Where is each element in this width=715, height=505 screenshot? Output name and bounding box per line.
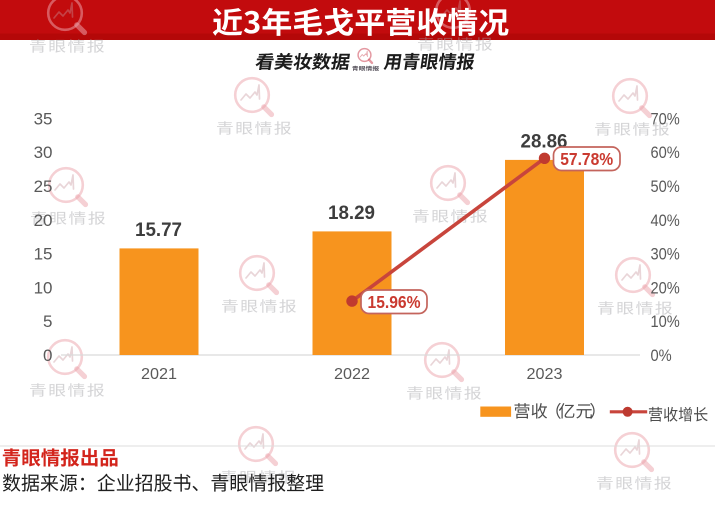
svg-text:70%: 70% [651, 109, 680, 128]
svg-text:10%: 10% [651, 312, 680, 331]
svg-text:18.29: 18.29 [328, 202, 375, 224]
svg-text:2023: 2023 [527, 366, 563, 383]
svg-text:20%: 20% [651, 278, 680, 297]
svg-text:30%: 30% [651, 245, 680, 264]
svg-text:0%: 0% [651, 346, 672, 365]
svg-text:30: 30 [34, 143, 53, 162]
svg-text:5: 5 [43, 312, 52, 331]
svg-text:2021: 2021 [141, 366, 177, 383]
svg-text:15.96%: 15.96% [368, 292, 421, 312]
svg-text:50%: 50% [651, 177, 680, 196]
svg-text:20: 20 [34, 211, 53, 230]
svg-text:28.86: 28.86 [521, 130, 568, 152]
svg-text:25: 25 [34, 177, 53, 196]
svg-text:2022: 2022 [334, 366, 370, 383]
svg-text:0: 0 [43, 346, 52, 365]
svg-text:15.77: 15.77 [135, 219, 182, 241]
svg-text:40%: 40% [651, 211, 680, 230]
svg-text:60%: 60% [651, 143, 680, 162]
svg-text:10: 10 [34, 278, 53, 297]
svg-text:35: 35 [34, 109, 53, 128]
svg-text:15: 15 [34, 245, 53, 264]
svg-text:57.78%: 57.78% [560, 149, 613, 169]
